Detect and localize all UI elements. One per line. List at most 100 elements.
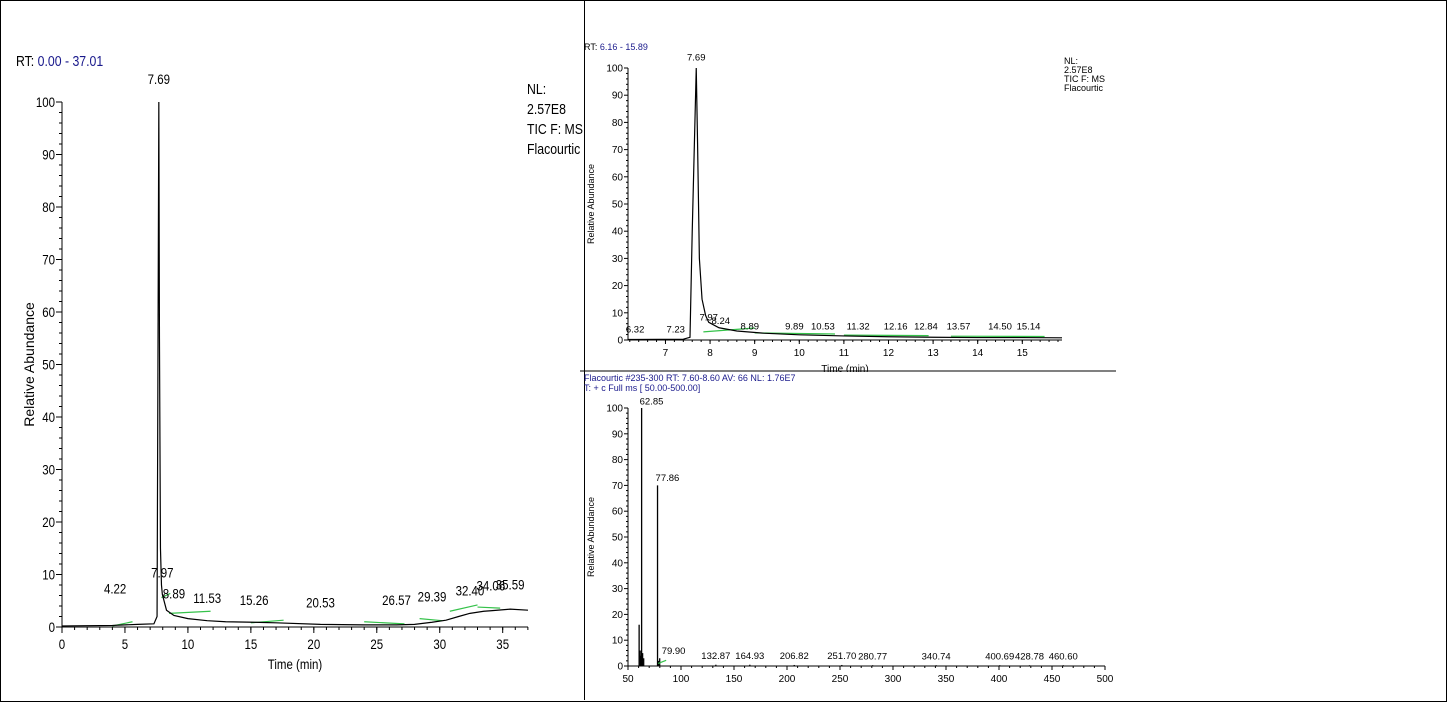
y-tick-label: 90 bbox=[612, 91, 624, 102]
y-tick-label: 10 bbox=[612, 636, 624, 647]
x-tick-label: 450 bbox=[1044, 674, 1061, 685]
y-tick-label: 60 bbox=[612, 172, 624, 183]
info-line: Flacourtic bbox=[1064, 83, 1104, 93]
x-tick-label: 13 bbox=[928, 348, 940, 359]
y-tick-label: 50 bbox=[612, 200, 624, 211]
y-tick-label: 50 bbox=[612, 533, 624, 544]
y-axis-title: Relative Abundance bbox=[586, 497, 596, 577]
peak-label: 7.23 bbox=[666, 325, 685, 336]
peak-label: 15.26 bbox=[240, 592, 269, 608]
x-tick-label: 300 bbox=[885, 674, 902, 685]
info-line: TIC F: MS bbox=[1064, 74, 1105, 84]
mass-spectrum-svg: 0 10 20 30 40 50 60 70 80 90 100 50 100 150 200 250 300 3… bbox=[580, 370, 1116, 685]
x-tick-label: 14 bbox=[972, 348, 984, 359]
info-line: TIC F: MS bbox=[527, 121, 583, 137]
y-tick-label: 40 bbox=[612, 558, 624, 569]
y-tick-label: 30 bbox=[612, 584, 624, 595]
peak-label: 77.86 bbox=[656, 473, 680, 484]
peak-label: 8.24 bbox=[712, 316, 731, 327]
y-tick-label: 70 bbox=[612, 481, 624, 492]
y-axis-title: Relative Abundance bbox=[21, 302, 37, 427]
x-tick-label: 10 bbox=[182, 636, 195, 652]
peak-label: 460.60 bbox=[1049, 651, 1078, 662]
peak-label: 34.06 bbox=[476, 577, 505, 593]
peak-label: 11.32 bbox=[847, 321, 870, 332]
peak-label: 6.32 bbox=[626, 325, 645, 336]
x-tick-label: 200 bbox=[779, 674, 796, 685]
x-tick-label: 20 bbox=[307, 636, 320, 652]
y-tick-label: 100 bbox=[606, 404, 623, 415]
peak-label: 340.74 bbox=[922, 651, 951, 662]
rt-prefix: RT: bbox=[584, 42, 600, 52]
x-tick-label: 50 bbox=[622, 674, 634, 685]
x-tick-label: 8 bbox=[707, 348, 713, 359]
y-tick-label: 10 bbox=[42, 566, 55, 582]
peak-label: 13.57 bbox=[947, 321, 971, 332]
peak-label: 428.78 bbox=[1015, 651, 1044, 662]
peak-label: 4.22 bbox=[104, 580, 126, 596]
y-tick-label: 100 bbox=[606, 64, 623, 75]
baseline-segment bbox=[843, 334, 929, 337]
x-tick-label: 400 bbox=[991, 674, 1008, 685]
x-tick-label: 12 bbox=[883, 348, 895, 359]
chromatogram-zoom-svg: 0 10 20 30 40 50 60 70 80 90 100 7 8 9 10 11 12 13 14 15 Tim… bbox=[584, 42, 1105, 372]
x-axis-title: Time (min) bbox=[821, 364, 868, 372]
peak-label: 14.50 bbox=[988, 321, 1012, 332]
peak-label: 7.97 bbox=[699, 312, 718, 323]
peak-label: 8.89 bbox=[741, 321, 760, 332]
chromatogram-full-svg: 0 10 20 30 40 50 60 70 80 90 100 0 5 10 15 20 25 30 35 Time… bbox=[16, 53, 583, 672]
peak-label: 7.69 bbox=[687, 53, 706, 64]
baseline-segment bbox=[477, 606, 501, 609]
x-tick-label: 0 bbox=[59, 636, 65, 652]
y-tick-label: 0 bbox=[617, 662, 623, 673]
x-tick-label: 100 bbox=[673, 674, 690, 685]
peak-label: 62.85 bbox=[640, 397, 664, 408]
peak-label: 26.57 bbox=[382, 592, 411, 608]
chromatogram-zoom: 0 10 20 30 40 50 60 70 80 90 100 7 8 9 10 11 12 13 14 15 Tim… bbox=[578, 36, 1118, 372]
y-tick-label: 80 bbox=[42, 199, 55, 215]
peak-label: 15.14 bbox=[1017, 321, 1041, 332]
y-tick-label: 30 bbox=[42, 461, 55, 477]
rt-range-label: RT: 6.16 - 15.89 bbox=[584, 42, 648, 52]
baseline-segment bbox=[657, 659, 667, 664]
peak-label: 400.69 bbox=[985, 651, 1014, 662]
x-tick-label: 500 bbox=[1097, 674, 1114, 685]
tic-trace bbox=[61, 101, 529, 627]
peak-label: 7.69 bbox=[148, 71, 170, 87]
y-tick-label: 50 bbox=[42, 356, 55, 372]
peak-label: 8.89 bbox=[163, 586, 185, 602]
rt-range-label: RT: 0.00 - 37.01 bbox=[16, 53, 103, 69]
peak-label: 132.87 bbox=[701, 651, 730, 662]
y-tick-label: 0 bbox=[617, 336, 623, 347]
y-tick-label: 60 bbox=[612, 507, 624, 518]
x-axis-title: Time (min) bbox=[268, 656, 322, 672]
x-tick-label: 10 bbox=[794, 348, 806, 359]
peak-label: 206.82 bbox=[780, 651, 809, 662]
peak-label: 11.53 bbox=[193, 590, 221, 606]
y-axis-title: Relative Abundance bbox=[586, 164, 596, 244]
y-tick-label: 30 bbox=[612, 254, 624, 265]
peak-label: 10.53 bbox=[811, 321, 835, 332]
x-tick-label: 350 bbox=[938, 674, 955, 685]
info-line: NL: bbox=[527, 81, 546, 97]
info-line: 2.57E8 bbox=[527, 101, 566, 117]
x-tick-label: 30 bbox=[433, 636, 446, 652]
peak-label: 79.90 bbox=[662, 646, 686, 657]
peak-label: 20.53 bbox=[306, 595, 335, 611]
baseline-segment bbox=[419, 618, 443, 622]
y-tick-label: 100 bbox=[36, 94, 55, 110]
rt-prefix: RT: bbox=[16, 53, 38, 69]
x-tick-label: 35 bbox=[496, 636, 509, 652]
x-tick-label: 9 bbox=[752, 348, 758, 359]
y-tick-label: 20 bbox=[612, 610, 624, 621]
rt-range-value: 6.16 - 15.89 bbox=[600, 42, 648, 52]
y-tick-label: 0 bbox=[49, 619, 55, 635]
y-tick-label: 80 bbox=[612, 455, 624, 466]
chromatogram-full: 0 10 20 30 40 50 60 70 80 90 100 0 5 10 15 20 25 30 35 Time… bbox=[0, 0, 585, 700]
baseline-segment bbox=[364, 621, 405, 625]
scan-header-line2: T: + c Full ms [ 50.00-500.00] bbox=[584, 383, 700, 393]
y-tick-label: 90 bbox=[612, 429, 624, 440]
y-tick-label: 10 bbox=[612, 308, 624, 319]
y-tick-label: 70 bbox=[42, 251, 55, 267]
y-tick-label: 20 bbox=[42, 514, 55, 530]
